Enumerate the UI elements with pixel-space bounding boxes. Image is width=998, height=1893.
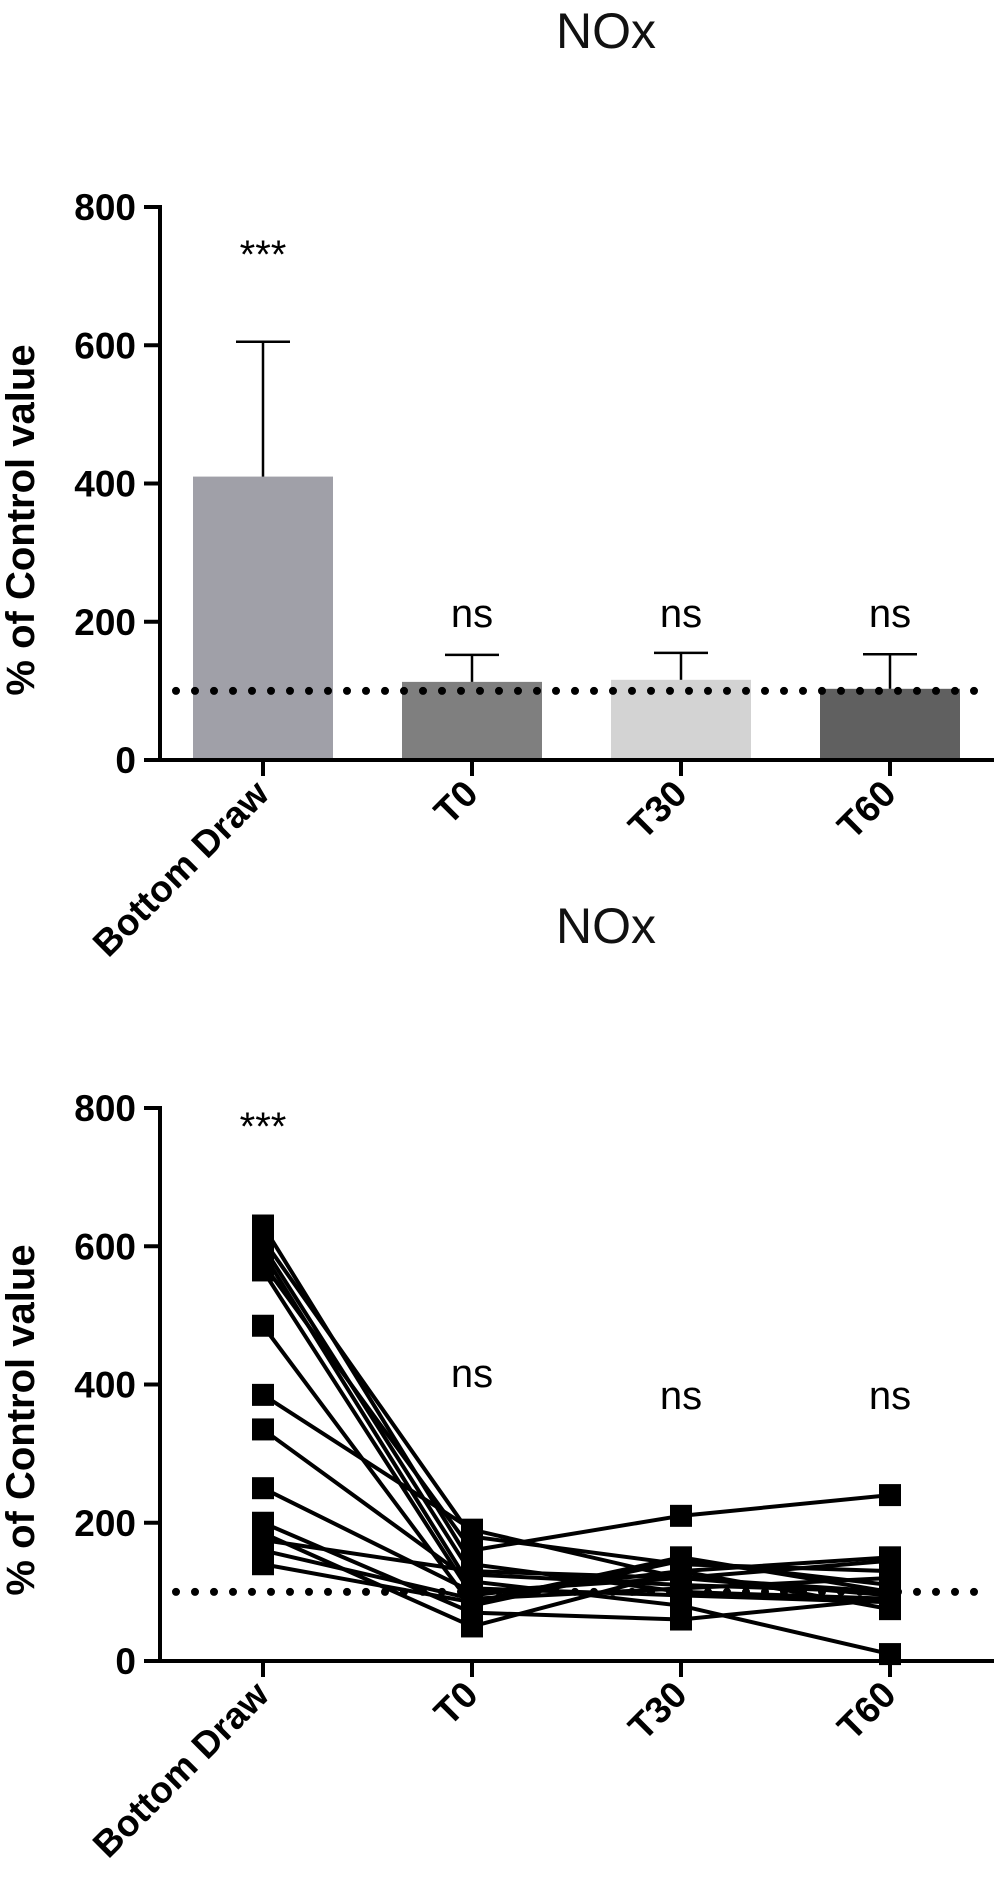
line-chart-annotations: *** ns ns ns xyxy=(240,1105,911,1418)
subject-15-point-4 xyxy=(879,1580,901,1603)
line-chart-title: NOx xyxy=(556,898,656,954)
bar-chart-bars xyxy=(193,476,960,760)
subject-line-6 xyxy=(261,1269,891,1598)
bar-chart-significance-1: *** xyxy=(240,233,287,277)
line-chart-axes xyxy=(158,1106,994,1663)
bar-chart-x-tick-label: T0 xyxy=(426,773,486,833)
bar-chart-y-tick-label: 600 xyxy=(74,325,136,366)
bar-chart-x-tick-label: T60 xyxy=(830,773,904,847)
line-chart-y-axis-label: % of Control value xyxy=(0,1244,43,1595)
subject-13-point-4 xyxy=(879,1549,901,1572)
line-chart-significance-4: ns xyxy=(869,1374,911,1418)
line-chart-x-tick-label: T60 xyxy=(830,1674,904,1748)
line-chart-x-tick-label: T0 xyxy=(426,1674,486,1734)
bar-chart-significance-3: ns xyxy=(660,592,702,636)
line-chart-series xyxy=(252,1214,901,1666)
line-chart-x-tick-label: Bottom Draw xyxy=(85,1674,277,1866)
bar-chart-y-tick-label: 800 xyxy=(74,187,136,228)
subject-line-15 xyxy=(262,1555,891,1605)
subject-line-5 xyxy=(261,1262,891,1553)
bar-chart-annotations: *** ns ns ns xyxy=(240,233,911,636)
line-chart-y-tick-label: 200 xyxy=(74,1503,136,1544)
subject-7-point-1 xyxy=(252,1314,274,1337)
bar-chart-panel: NOx % of Control value 0 200 400 600 800 ***… xyxy=(0,3,994,964)
subject-6-point-1 xyxy=(252,1259,274,1282)
subject-line-11 xyxy=(262,1520,891,1622)
line-chart-significance-1: *** xyxy=(240,1105,287,1149)
bar-chart-axes xyxy=(158,205,994,762)
line-chart-y-tick-label: 0 xyxy=(115,1641,136,1682)
line-chart-significance-3: ns xyxy=(660,1374,702,1418)
subject-9-point-1 xyxy=(252,1418,274,1441)
subject-15-point-1 xyxy=(252,1553,274,1576)
line-chart-significance-2: ns xyxy=(451,1352,493,1396)
subject-5-point-2 xyxy=(461,1539,483,1562)
subject-12-point-4 xyxy=(879,1598,901,1621)
bar-chart-y-ticks: 0 200 400 600 800 xyxy=(74,187,160,781)
bar-chart-x-tick-label: T30 xyxy=(621,773,695,847)
line-chart-x-ticks: Bottom Draw T0 T30 T60 xyxy=(85,1661,904,1865)
bar-chart-title: NOx xyxy=(556,3,656,59)
subject-8-point-1 xyxy=(252,1383,274,1406)
subject-5-point-3 xyxy=(670,1504,692,1527)
subject-15-point-3 xyxy=(670,1546,692,1569)
subject-5-point-4 xyxy=(879,1484,901,1507)
line-chart-panel: NOx % of Control value 0 200 400 600 800 ***… xyxy=(0,898,994,1865)
subject-line-10 xyxy=(262,1486,891,1598)
subject-13-point-2 xyxy=(461,1560,483,1583)
bar-chart-error-bars xyxy=(236,340,917,689)
line-chart-y-tick-label: 400 xyxy=(74,1365,136,1406)
bar-chart-significance-4: ns xyxy=(869,592,911,636)
line-chart-y-ticks: 0 200 400 600 800 xyxy=(74,1088,160,1682)
bar-4 xyxy=(820,688,960,760)
bar-chart-y-tick-label: 0 xyxy=(115,740,136,781)
subject-line-1 xyxy=(261,1224,891,1601)
subject-12-point-2 xyxy=(461,1615,483,1638)
subject-10-point-1 xyxy=(252,1477,274,1500)
subject-15-point-2 xyxy=(461,1591,483,1614)
line-chart-y-tick-label: 600 xyxy=(74,1226,136,1267)
bar-chart-significance-2: ns xyxy=(451,592,493,636)
subject-8-point-2 xyxy=(461,1518,483,1541)
bar-chart-y-tick-label: 400 xyxy=(74,464,136,505)
subject-11-point-3 xyxy=(670,1608,692,1631)
bar-chart-x-ticks: Bottom Draw T0 T30 T60 xyxy=(85,760,904,964)
line-chart-y-tick-label: 800 xyxy=(74,1088,136,1129)
line-chart-x-tick-label: T30 xyxy=(621,1674,695,1748)
bar-2 xyxy=(402,681,542,760)
subject-line-9 xyxy=(261,1427,891,1657)
bar-chart-y-tick-label: 200 xyxy=(74,602,136,643)
bar-1 xyxy=(193,476,333,760)
subject-line-13 xyxy=(262,1538,891,1581)
bar-chart-y-axis-label: % of Control value xyxy=(0,344,43,695)
bar-chart-x-tick-label: Bottom Draw xyxy=(85,773,277,965)
